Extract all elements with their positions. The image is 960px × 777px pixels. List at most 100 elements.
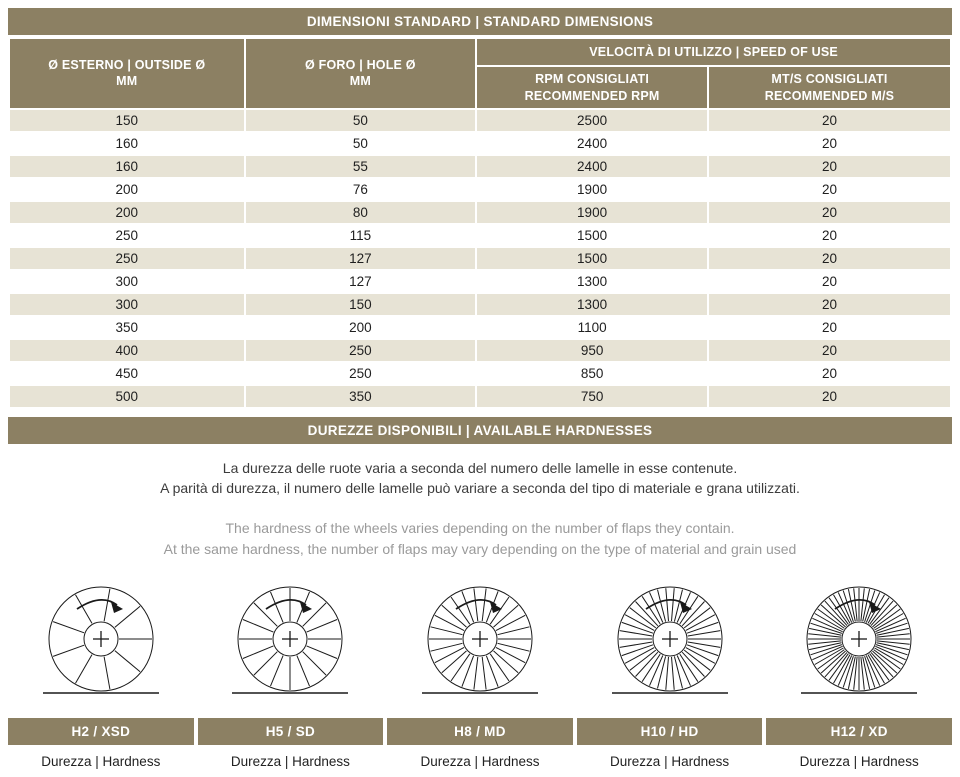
table-cell: 127 bbox=[243, 245, 478, 271]
table-row: 300 127 1300 20 bbox=[8, 268, 953, 294]
table-cell: 160 bbox=[8, 130, 246, 156]
table-cell: 300 bbox=[8, 291, 246, 317]
table-cell: 200 bbox=[8, 176, 246, 202]
hardness-caption: Durezza | Hardness bbox=[230, 753, 350, 769]
hardness-wheel-column: H5 / SD Durezza | Hardness bbox=[197, 575, 384, 769]
table-cell: 500 bbox=[8, 383, 246, 409]
table-cell: 20 bbox=[706, 360, 953, 386]
dimensions-table-body: 150 50 2500 20 160 50 2400 20 160 55 2400 20 200 76 19… bbox=[8, 107, 953, 409]
flap-wheel-svg bbox=[611, 586, 728, 694]
flap-wheel-svg bbox=[801, 586, 918, 694]
standard-dimensions-title: DIMENSIONI STANDARD | STANDARD DIMENSION… bbox=[8, 8, 952, 35]
rotation-arrow-icon bbox=[645, 598, 687, 610]
hardness-grade-label: H2 / XSD bbox=[8, 717, 194, 745]
table-cell: 250 bbox=[8, 222, 246, 248]
hardness-caption: Durezza | Hardness bbox=[41, 753, 161, 769]
table-cell: 20 bbox=[706, 153, 953, 179]
flap-wheel-illustration bbox=[38, 575, 164, 704]
table-cell: 80 bbox=[243, 199, 478, 225]
standard-dimensions-table: Ø ESTERNO | OUTSIDE Ø MM Ø FORO | HOLE Ø… bbox=[8, 36, 953, 409]
hardness-caption: Durezza | Hardness bbox=[799, 753, 919, 769]
hardness-wheel-column: H2 / XSD Durezza | Hardness bbox=[8, 575, 194, 769]
table-cell: 950 bbox=[475, 337, 709, 363]
table-cell: 250 bbox=[243, 337, 478, 363]
table-cell: 20 bbox=[706, 268, 953, 294]
table-cell: 127 bbox=[243, 268, 478, 294]
table-cell: 20 bbox=[706, 383, 953, 409]
table-cell: 1100 bbox=[475, 314, 709, 340]
table-cell: 1900 bbox=[475, 199, 709, 225]
column-header-recommended-mts: MT/S CONSIGLIATI RECOMMENDED M/S bbox=[706, 65, 953, 110]
rotation-arrow-icon bbox=[455, 598, 497, 610]
table-row: 160 55 2400 20 bbox=[8, 153, 953, 179]
hardness-wheel-column: H8 / MD Durezza | Hardness bbox=[387, 575, 573, 769]
table-cell: 1900 bbox=[475, 176, 709, 202]
table-cell: 250 bbox=[8, 245, 246, 271]
hardness-grade-label: H12 / XD bbox=[766, 717, 952, 745]
table-cell: 2500 bbox=[475, 107, 709, 133]
flap-wheel-svg bbox=[42, 586, 159, 694]
table-row: 250 115 1500 20 bbox=[8, 222, 953, 248]
table-row: 160 50 2400 20 bbox=[8, 130, 953, 156]
table-cell: 850 bbox=[475, 360, 709, 386]
table-cell: 150 bbox=[8, 107, 246, 133]
table-cell: 250 bbox=[243, 360, 478, 386]
column-header-outside-diameter: Ø ESTERNO | OUTSIDE Ø MM bbox=[8, 37, 246, 110]
column-header-recommended-rpm: RPM CONSIGLIATI RECOMMENDED RPM bbox=[475, 65, 709, 110]
description-spacer bbox=[8, 498, 952, 518]
flap-wheel-svg bbox=[232, 586, 349, 694]
table-cell: 200 bbox=[8, 199, 246, 225]
table-cell: 1300 bbox=[475, 268, 709, 294]
table-row: 150 50 2500 20 bbox=[8, 107, 953, 133]
description-english-line1: The hardness of the wheels varies depend… bbox=[225, 520, 735, 537]
table-cell: 2400 bbox=[475, 130, 709, 156]
table-cell: 115 bbox=[243, 222, 478, 248]
column-group-speed-of-use: VELOCITÀ DI UTILIZZO | SPEED OF USE bbox=[475, 36, 952, 68]
table-cell: 20 bbox=[706, 176, 953, 202]
flap-wheel-illustration bbox=[607, 575, 733, 704]
table-cell: 350 bbox=[8, 314, 246, 340]
table-cell: 50 bbox=[243, 107, 478, 133]
table-cell: 2400 bbox=[475, 153, 709, 179]
column-header-hole-diameter: Ø FORO | HOLE Ø MM bbox=[243, 37, 478, 110]
rotation-arrow-icon bbox=[834, 598, 876, 610]
flap-wheel-svg bbox=[421, 586, 538, 694]
available-hardnesses-title: DUREZZE DISPONIBILI | AVAILABLE HARDNESS… bbox=[8, 416, 952, 444]
flap-wheel-illustration bbox=[227, 575, 353, 704]
description-english-line2: At the same hardness, the number of flap… bbox=[163, 540, 797, 557]
description-italian-line2: A parità di durezza, il numero delle lam… bbox=[160, 480, 800, 497]
table-cell: 200 bbox=[243, 314, 478, 340]
table-cell: 20 bbox=[706, 130, 953, 156]
table-cell: 350 bbox=[243, 383, 478, 409]
hardness-wheel-column: H12 / XD Durezza | Hardness bbox=[766, 575, 952, 769]
table-cell: 1300 bbox=[475, 291, 709, 317]
table-cell: 20 bbox=[706, 199, 953, 225]
table-cell: 160 bbox=[8, 153, 246, 179]
dimensions-table-header: Ø ESTERNO | OUTSIDE Ø MM Ø FORO | HOLE Ø… bbox=[8, 36, 953, 110]
table-cell: 55 bbox=[243, 153, 478, 179]
table-cell: 20 bbox=[706, 107, 953, 133]
hardness-caption: Durezza | Hardness bbox=[420, 753, 540, 769]
hardness-grade-label: H5 / SD bbox=[197, 717, 384, 745]
table-row: 200 76 1900 20 bbox=[8, 176, 953, 202]
flap-wheel-illustration bbox=[796, 575, 922, 704]
rotation-arrow-icon bbox=[76, 598, 118, 610]
table-cell: 20 bbox=[706, 245, 953, 271]
table-cell: 20 bbox=[706, 222, 953, 248]
table-row: 350 200 1100 20 bbox=[8, 314, 953, 340]
hardness-grade-label: H10 / HD bbox=[576, 717, 763, 745]
table-cell: 20 bbox=[706, 314, 953, 340]
hardness-description: La durezza delle ruote varia a seconda d… bbox=[8, 458, 952, 559]
table-row: 400 250 950 20 bbox=[8, 337, 953, 363]
table-cell: 400 bbox=[8, 337, 246, 363]
hardness-wheels-row: H2 / XSD Durezza | Hardness H5 / SD Durezza… bbox=[8, 575, 952, 769]
table-cell: 750 bbox=[475, 383, 709, 409]
table-cell: 150 bbox=[243, 291, 478, 317]
table-cell: 50 bbox=[243, 130, 478, 156]
rotation-arrow-icon bbox=[265, 598, 307, 610]
table-cell: 300 bbox=[8, 268, 246, 294]
table-row: 450 250 850 20 bbox=[8, 360, 953, 386]
table-cell: 20 bbox=[706, 337, 953, 363]
table-cell: 20 bbox=[706, 291, 953, 317]
